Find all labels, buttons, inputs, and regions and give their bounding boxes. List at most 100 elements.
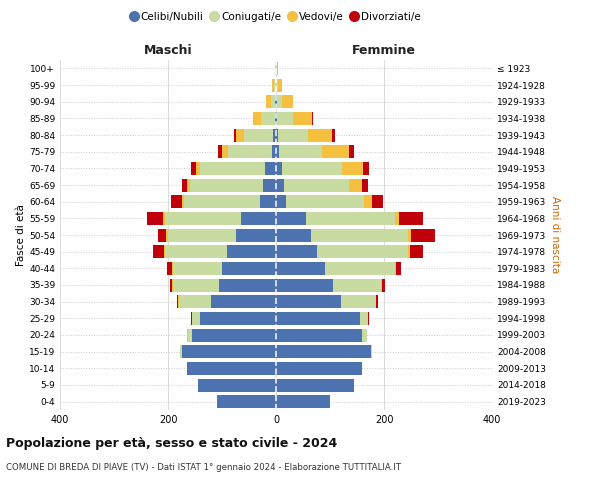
Bar xyxy=(172,278,173,291)
Bar xyxy=(276,128,278,141)
Text: Maschi: Maschi xyxy=(143,44,193,57)
Bar xyxy=(147,212,163,225)
Bar xyxy=(218,145,222,158)
Bar xyxy=(282,95,293,108)
Bar xyxy=(368,312,370,325)
Bar xyxy=(266,95,271,108)
Bar xyxy=(410,245,424,258)
Bar xyxy=(362,328,367,342)
Bar xyxy=(198,378,276,392)
Bar xyxy=(253,112,262,125)
Bar xyxy=(222,145,229,158)
Bar xyxy=(154,245,164,258)
Bar xyxy=(395,262,396,275)
Bar xyxy=(376,295,378,308)
Bar xyxy=(193,312,200,325)
Text: Femmine: Femmine xyxy=(352,44,416,57)
Text: Popolazione per età, sesso e stato civile - 2024: Popolazione per età, sesso e stato civil… xyxy=(6,438,337,450)
Bar xyxy=(306,212,395,225)
Bar xyxy=(265,162,276,175)
Bar xyxy=(193,328,276,342)
Bar xyxy=(276,278,332,291)
Bar xyxy=(395,212,399,225)
Bar xyxy=(277,62,278,75)
Bar xyxy=(276,212,306,225)
Bar xyxy=(262,112,275,125)
Bar xyxy=(308,128,332,141)
Bar xyxy=(408,228,411,241)
Bar xyxy=(279,145,322,158)
Bar xyxy=(235,228,276,241)
Bar xyxy=(241,212,276,225)
Bar xyxy=(312,112,313,125)
Bar xyxy=(276,245,317,258)
Bar xyxy=(311,228,409,241)
Bar xyxy=(276,328,362,342)
Bar xyxy=(332,128,335,141)
Bar xyxy=(187,362,276,375)
Bar xyxy=(182,345,276,358)
Bar xyxy=(277,112,293,125)
Bar xyxy=(411,228,436,241)
Bar xyxy=(173,278,220,291)
Bar xyxy=(364,162,369,175)
Bar xyxy=(181,345,182,358)
Bar xyxy=(276,395,330,408)
Bar xyxy=(276,162,283,175)
Bar xyxy=(275,112,276,125)
Bar xyxy=(272,78,274,92)
Bar xyxy=(360,312,368,325)
Bar xyxy=(166,245,227,258)
Bar xyxy=(176,295,178,308)
Bar xyxy=(276,312,360,325)
Bar xyxy=(191,162,196,175)
Bar xyxy=(278,78,282,92)
Bar xyxy=(164,245,166,258)
Bar xyxy=(263,178,276,192)
Bar xyxy=(362,178,368,192)
Bar xyxy=(349,145,354,158)
Bar xyxy=(190,178,263,192)
Bar xyxy=(277,95,282,108)
Bar xyxy=(235,128,244,141)
Bar xyxy=(372,195,383,208)
Bar xyxy=(173,262,222,275)
Bar xyxy=(276,78,278,92)
Bar xyxy=(196,162,200,175)
Bar xyxy=(167,262,172,275)
Bar xyxy=(399,212,424,225)
Bar xyxy=(170,195,182,208)
Bar xyxy=(172,262,173,275)
Bar xyxy=(191,312,192,325)
Bar xyxy=(271,95,275,108)
Bar xyxy=(158,228,166,241)
Bar xyxy=(349,178,362,192)
Bar xyxy=(184,195,260,208)
Bar xyxy=(276,262,325,275)
Bar xyxy=(284,178,349,192)
Bar xyxy=(200,162,265,175)
Bar xyxy=(283,162,342,175)
Bar xyxy=(276,345,371,358)
Bar xyxy=(341,295,376,308)
Bar xyxy=(260,195,276,208)
Bar xyxy=(276,378,354,392)
Bar xyxy=(322,145,349,158)
Legend: Celibi/Nubili, Coniugati/e, Vedovi/e, Divorziati/e: Celibi/Nubili, Coniugati/e, Vedovi/e, Di… xyxy=(127,8,425,26)
Bar xyxy=(188,328,193,342)
Bar xyxy=(276,362,362,375)
Bar xyxy=(276,112,277,125)
Bar xyxy=(276,178,284,192)
Bar xyxy=(179,295,211,308)
Bar xyxy=(274,128,276,141)
Bar xyxy=(276,295,341,308)
Bar xyxy=(382,278,385,291)
Bar xyxy=(276,145,279,158)
Bar xyxy=(168,228,235,241)
Bar xyxy=(182,195,184,208)
Y-axis label: Anni di nascita: Anni di nascita xyxy=(550,196,560,274)
Bar xyxy=(342,162,364,175)
Bar xyxy=(332,278,382,291)
Bar xyxy=(227,245,276,258)
Bar xyxy=(211,295,276,308)
